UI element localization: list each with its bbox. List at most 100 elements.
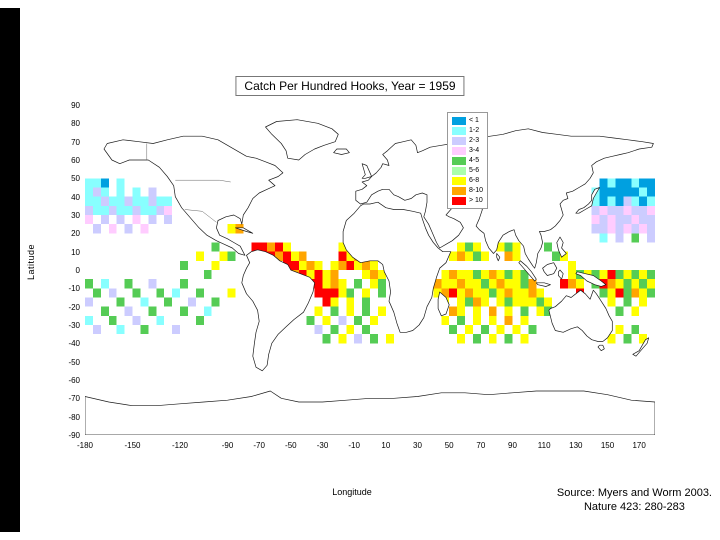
heatmap-cell — [472, 242, 481, 252]
heatmap-cell — [306, 270, 315, 280]
heatmap-cell — [92, 187, 101, 197]
heatmap-cell — [449, 288, 458, 298]
heatmap-cell — [512, 297, 521, 307]
heatmap-cell — [520, 279, 529, 289]
landmass — [518, 260, 537, 282]
source-line-1: Source: Myers and Worm 2003. — [556, 487, 712, 499]
heatmap-cell — [520, 334, 529, 344]
heatmap-cell — [148, 205, 157, 215]
heatmap-cell — [85, 205, 93, 215]
heatmap-cell — [647, 288, 655, 298]
heatmap-cell — [631, 205, 640, 215]
heatmap-cell — [607, 270, 616, 280]
landmass — [265, 119, 339, 161]
heatmap-cell — [346, 251, 355, 261]
x-tick-label: 10 — [381, 441, 391, 450]
heatmap-cell — [290, 251, 299, 261]
heatmap-cell — [449, 279, 458, 289]
heatmap-cell — [330, 297, 339, 307]
heatmap-cell — [599, 233, 608, 243]
legend-row: 6-8 — [452, 176, 483, 185]
heatmap-cell — [322, 288, 331, 298]
heatmap-cell — [639, 205, 648, 215]
heatmap-cell — [100, 178, 109, 188]
heatmap-cell — [465, 288, 473, 298]
heatmap-cell — [354, 315, 363, 325]
x-tick-label: 90 — [508, 441, 517, 450]
y-axis-title: Latitude — [26, 243, 36, 281]
landmass — [103, 135, 284, 256]
heatmap-cell — [116, 215, 125, 225]
heatmap-cell — [496, 325, 505, 335]
heatmap-cell — [488, 315, 497, 325]
heatmap-cell — [504, 242, 513, 252]
heatmap-cell — [512, 279, 521, 289]
heatmap-cell — [441, 315, 450, 325]
heatmap-cell — [512, 288, 521, 298]
chart-title: Catch Per Hundred Hooks, Year = 1959 — [235, 76, 465, 96]
heatmap-cell — [377, 306, 386, 316]
heatmap-cell — [362, 288, 370, 298]
legend-swatch — [452, 186, 466, 195]
heatmap-cell — [623, 279, 632, 289]
heatmap-cell — [623, 205, 632, 215]
country-border — [175, 179, 231, 183]
heatmap-cell — [275, 242, 283, 252]
heatmap-cell — [504, 334, 513, 344]
x-tick-label: 130 — [569, 441, 583, 450]
heatmap-cell — [116, 205, 125, 215]
heatmap-cell — [92, 224, 101, 234]
heatmap-cell — [599, 288, 608, 298]
heatmap-cell — [599, 178, 608, 188]
heatmap-cell — [615, 233, 624, 243]
x-tick-label: -120 — [171, 441, 189, 450]
heatmap-cell — [520, 270, 529, 280]
heatmap-cell — [346, 325, 355, 335]
heatmap-cell — [472, 270, 481, 280]
heatmap-cell — [140, 196, 149, 206]
heatmap-cell — [108, 315, 117, 325]
heatmap-cell — [465, 251, 473, 261]
y-tick-label: 80 — [71, 119, 80, 129]
heatmap-cell — [354, 334, 363, 344]
legend-row: 8-10 — [452, 186, 483, 195]
heatmap-cell — [306, 260, 315, 270]
heatmap-cell — [607, 334, 616, 344]
heatmap-cell — [148, 196, 157, 206]
heatmap-cell — [457, 315, 465, 325]
heatmap-cell — [100, 215, 109, 225]
legend-row: 1-2 — [452, 126, 483, 135]
x-tick-label: 110 — [537, 441, 551, 450]
heatmap-cell — [536, 297, 545, 307]
left-black-bar — [0, 8, 20, 532]
heatmap-cell — [322, 297, 331, 307]
legend-row: 3-4 — [452, 146, 483, 155]
y-tick-label: -60 — [68, 376, 80, 385]
y-tick-label: 0 — [75, 266, 80, 275]
heatmap-cell — [449, 270, 458, 280]
heatmap-cell — [377, 279, 386, 289]
legend-label: 6-8 — [469, 176, 480, 184]
heatmap-cell — [187, 297, 196, 307]
heatmap-cell — [647, 279, 655, 289]
heatmap-cell — [607, 288, 616, 298]
heatmap-cell — [108, 205, 117, 215]
heatmap-cell — [457, 297, 465, 307]
heatmap-cell — [623, 270, 632, 280]
heatmap-cell — [156, 288, 165, 298]
y-tick-label: -50 — [68, 357, 80, 367]
heatmap-cell — [528, 325, 537, 335]
heatmap-cell — [631, 215, 640, 225]
heatmap-cell — [488, 306, 497, 316]
legend-swatch — [452, 146, 466, 155]
x-tick-label: -50 — [285, 441, 297, 450]
x-axis-title: Longitude — [332, 487, 372, 497]
heatmap-cell — [195, 288, 204, 298]
heatmap-cell — [496, 279, 505, 289]
heatmap-cell — [639, 178, 648, 188]
heatmap-cell — [472, 334, 481, 344]
legend-swatch — [452, 166, 466, 175]
heatmap-cell — [180, 306, 188, 316]
heatmap-cell — [599, 215, 608, 225]
